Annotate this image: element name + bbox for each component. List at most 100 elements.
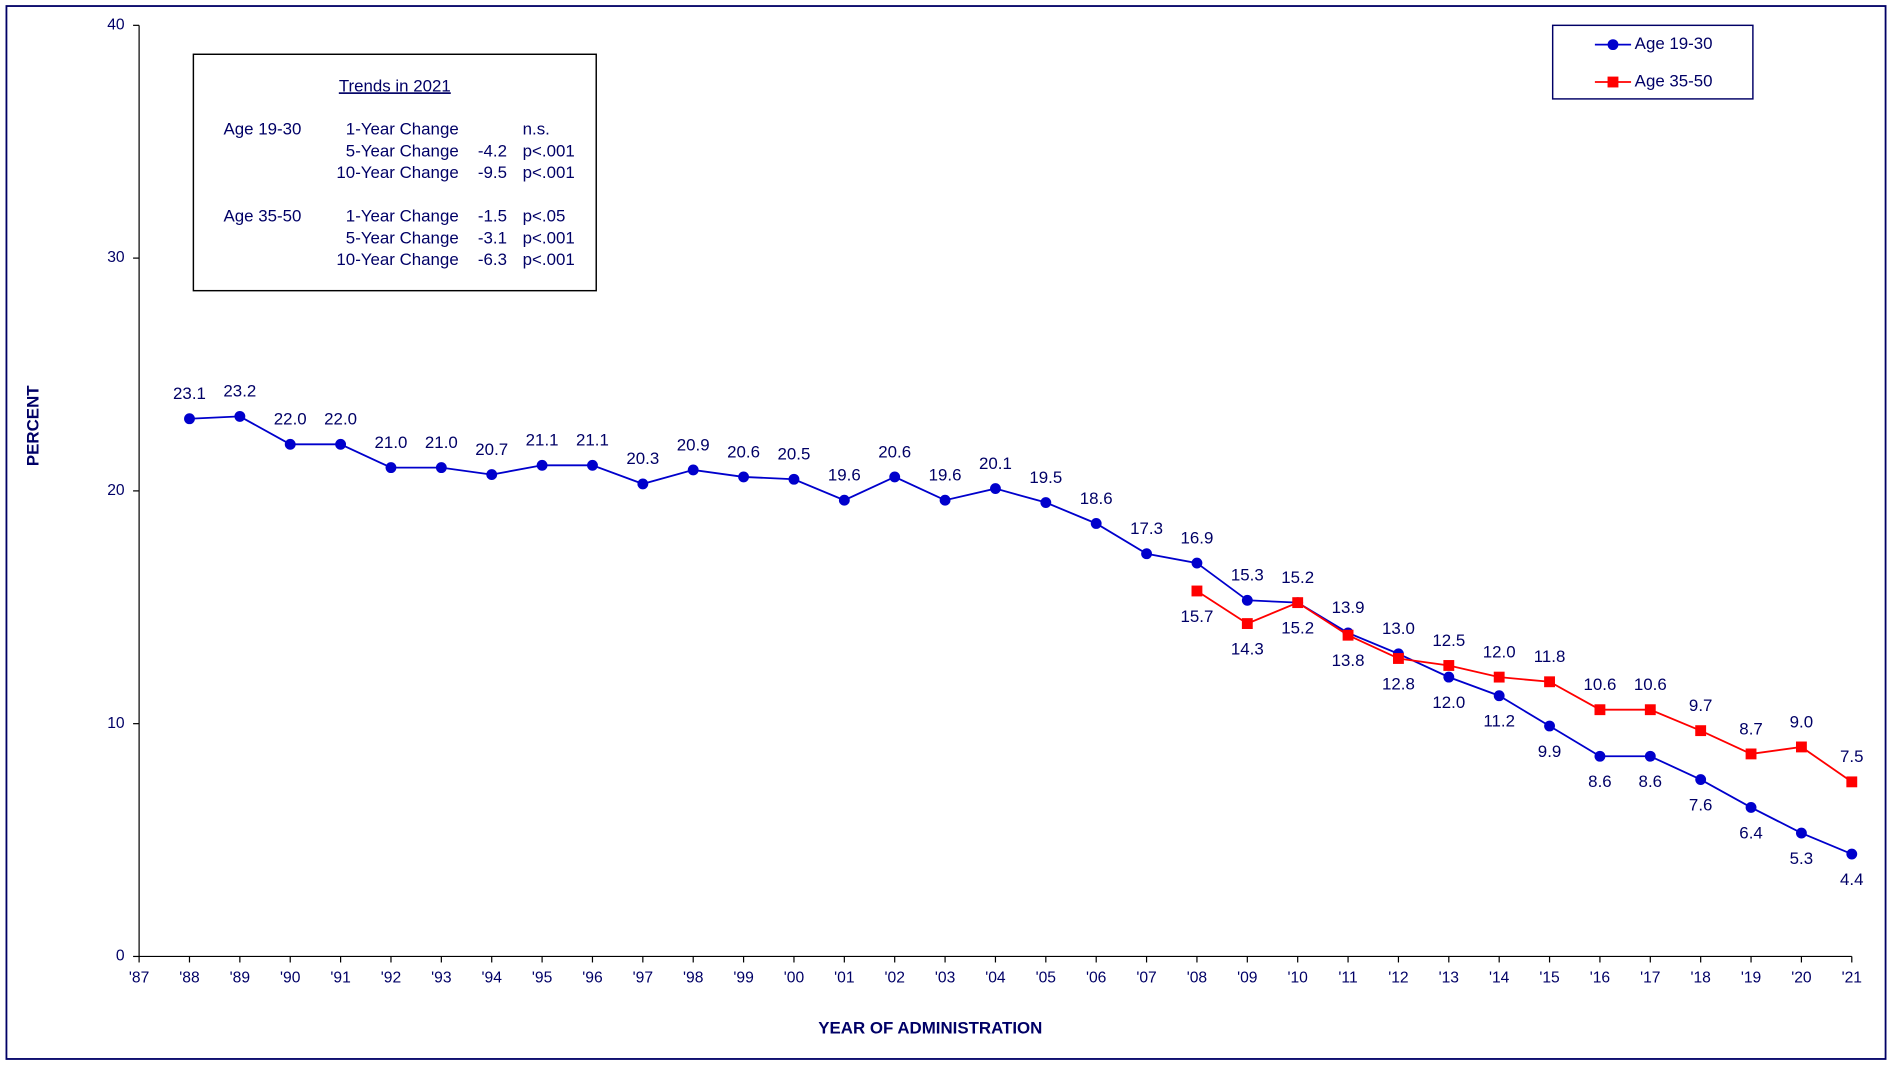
x-tick-label: '10	[1287, 969, 1308, 986]
data-label: 7.6	[1689, 796, 1712, 815]
y-tick-label: 20	[107, 482, 125, 499]
data-point	[1795, 741, 1807, 753]
data-label: 17.3	[1130, 519, 1163, 538]
x-tick-label: '99	[733, 969, 753, 986]
data-label: 13.8	[1332, 651, 1365, 670]
data-label: 12.8	[1382, 674, 1415, 693]
data-label: 20.7	[475, 440, 508, 459]
x-tick-label: '96	[582, 969, 603, 986]
data-label: 15.2	[1281, 619, 1314, 638]
data-label: 9.7	[1689, 696, 1712, 715]
data-point	[1644, 750, 1656, 762]
data-point	[939, 494, 951, 506]
trends-title: Trends in 2021	[339, 76, 451, 95]
data-label: 20.6	[727, 442, 760, 461]
data-label: 19.5	[1029, 468, 1062, 487]
data-point	[1141, 548, 1152, 560]
data-point	[184, 413, 195, 425]
data-label: 20.3	[626, 449, 659, 468]
data-label: 6.4	[1739, 823, 1762, 842]
x-axis-title: YEAR OF ADMINISTRATION	[818, 1018, 1042, 1037]
data-point	[1745, 748, 1757, 760]
x-tick-label: '07	[1136, 969, 1156, 986]
data-point	[435, 462, 447, 474]
x-tick-label: '11	[1338, 969, 1357, 986]
data-point	[536, 459, 548, 471]
data-point	[1443, 660, 1455, 671]
data-label: 21.0	[425, 433, 458, 452]
data-label: 15.7	[1181, 607, 1214, 626]
data-label: 19.6	[929, 466, 962, 485]
data-point	[1393, 653, 1404, 664]
x-tick-label: '21	[1842, 969, 1862, 986]
data-point	[1040, 497, 1052, 508]
x-tick-label: '12	[1388, 969, 1408, 986]
data-label: 19.6	[828, 466, 861, 485]
data-label: 23.2	[223, 382, 256, 401]
data-point	[1745, 802, 1757, 813]
data-label: 21.0	[375, 433, 408, 452]
trend-change: -4.2	[478, 141, 507, 160]
trend-group-label: Age 35-50	[224, 207, 302, 226]
data-point	[637, 478, 649, 490]
data-label: 13.0	[1382, 619, 1415, 638]
data-point	[1644, 704, 1656, 716]
x-tick-label: '04	[985, 969, 1006, 986]
x-tick-label: '91	[330, 969, 350, 986]
data-point	[284, 438, 296, 450]
x-tick-label: '19	[1741, 969, 1761, 986]
trend-change: -9.5	[478, 163, 507, 182]
x-tick-label: '00	[784, 969, 805, 986]
data-label: 15.2	[1281, 568, 1314, 587]
data-label: 11.2	[1483, 712, 1515, 731]
data-point	[1090, 518, 1102, 529]
data-point	[1342, 629, 1354, 641]
data-label: 9.0	[1790, 712, 1813, 731]
data-label: 10.6	[1584, 675, 1617, 694]
x-tick-label: '15	[1539, 969, 1560, 986]
data-point	[1443, 671, 1455, 683]
data-point	[1544, 720, 1555, 732]
data-point	[385, 462, 397, 474]
data-point	[1695, 774, 1707, 785]
x-tick-label: '93	[431, 969, 452, 986]
data-label: 21.1	[576, 431, 609, 450]
data-label: 22.0	[274, 410, 307, 429]
data-label: 9.9	[1538, 742, 1561, 761]
data-point	[1191, 585, 1203, 597]
x-tick-label: '13	[1439, 969, 1460, 986]
legend-border	[1551, 24, 1754, 100]
trend-row-label: 10-Year Change	[336, 163, 458, 182]
x-tick-label: '18	[1690, 969, 1711, 986]
data-label: 20.6	[878, 442, 911, 461]
data-label: 20.5	[778, 445, 811, 464]
data-label: 22.0	[324, 410, 357, 429]
trend-row-label: 5-Year Change	[346, 141, 459, 160]
data-point	[1594, 750, 1606, 762]
data-point	[1795, 827, 1807, 839]
data-point	[1544, 676, 1555, 688]
data-label: 4.4	[1840, 870, 1863, 889]
trends-box: Trends in 2021 Age 19-30 1-Year Change n.s…	[192, 53, 597, 292]
x-tick-label: '03	[935, 969, 956, 986]
data-point	[738, 471, 750, 483]
data-point	[1695, 725, 1707, 737]
trend-change: -3.1	[478, 228, 507, 247]
data-label: 20.9	[677, 435, 710, 454]
trend-row-label: 5-Year Change	[346, 228, 459, 247]
series-line	[1196, 590, 1853, 783]
x-tick-label: '98	[683, 969, 704, 986]
x-tick-label: '92	[381, 969, 401, 986]
data-label: 20.1	[979, 454, 1012, 473]
trend-group-label: Age 19-30	[224, 120, 302, 139]
y-tick-label: 40	[107, 16, 125, 33]
x-tick-label: '87	[129, 969, 149, 986]
x-tick-label: '06	[1086, 969, 1107, 986]
data-point	[1241, 618, 1253, 630]
x-tick-label: '95	[532, 969, 553, 986]
trend-significance: p<.001	[523, 141, 575, 160]
y-axis-title: PERCENT	[24, 385, 43, 466]
data-label: 7.5	[1840, 747, 1863, 766]
data-label: 10.6	[1634, 675, 1667, 694]
